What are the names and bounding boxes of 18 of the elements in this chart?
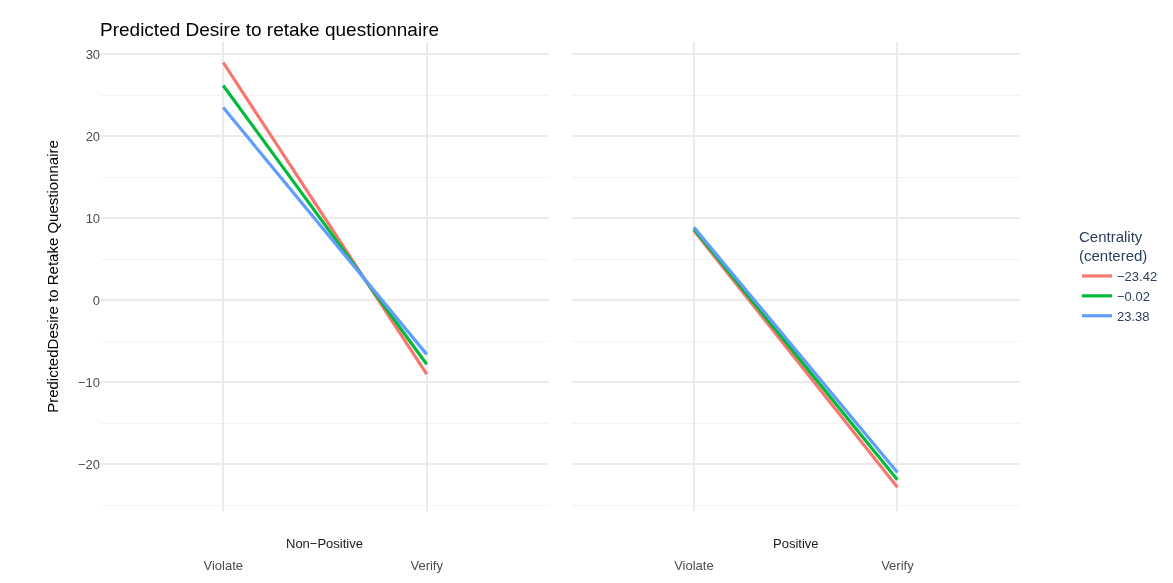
y-axis-title: PredictedDesire to Retake Questionnaire <box>44 140 62 413</box>
x-axis-title: Positive <box>773 536 819 551</box>
x-tick-label: Violate <box>674 558 714 573</box>
legend-label: 23.38 <box>1117 308 1150 324</box>
chart-title: Predicted Desire to retake questionnaire <box>100 19 440 40</box>
legend-label: −0.02 <box>1117 288 1150 304</box>
y-tick-label: 0 <box>92 292 101 308</box>
y-tick-label: −10 <box>78 374 101 390</box>
x-tick-label: Verify <box>881 558 915 573</box>
legend-label: −23.42 <box>1117 269 1158 285</box>
y-tick-label: 20 <box>85 128 101 144</box>
x-axis-title: Non−Positive <box>286 536 363 551</box>
x-tick-label: Violate <box>203 558 243 573</box>
legend-title: Centrality (centered) <box>1079 227 1148 264</box>
y-tick-label: 30 <box>85 46 101 62</box>
y-tick-label: 10 <box>85 210 101 226</box>
x-tick-label: Verify <box>410 558 444 573</box>
y-tick-label: −20 <box>78 456 101 472</box>
